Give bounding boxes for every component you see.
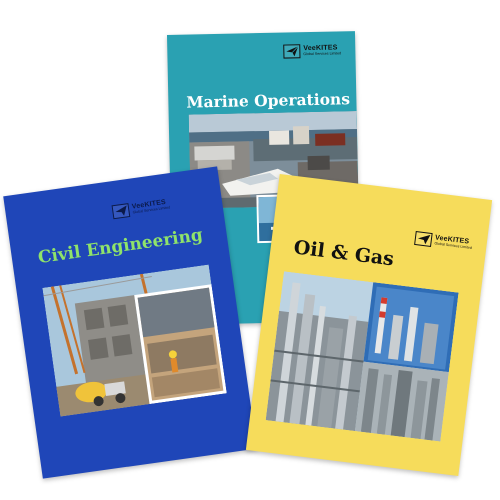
brochure-title: Marine Operations — [186, 89, 351, 112]
logo-subtitle: Global Services Limited — [303, 51, 342, 57]
brochure-title: Civil Engineering — [36, 225, 204, 269]
brochure-civil-engineering: VeeKITES Global Services Limited Civil E… — [3, 166, 257, 479]
construction-site-photo — [42, 264, 227, 417]
veekites-logo: VeeKITES Global Services Limited — [111, 197, 171, 220]
paper-plane-kite-icon — [283, 44, 301, 59]
brochure-title: Oil & Gas — [292, 236, 396, 271]
veekites-logo: VeeKITES Global Services Limited — [283, 43, 342, 59]
paper-plane-kite-icon — [414, 231, 433, 247]
veekites-logo: VeeKITES Global Services Limited — [414, 231, 473, 252]
paper-plane-kite-icon — [111, 203, 131, 220]
refinery-photo — [265, 271, 459, 442]
brochure-oil-and-gas: VeeKITES Global Services Limited Oil & G… — [245, 173, 493, 477]
